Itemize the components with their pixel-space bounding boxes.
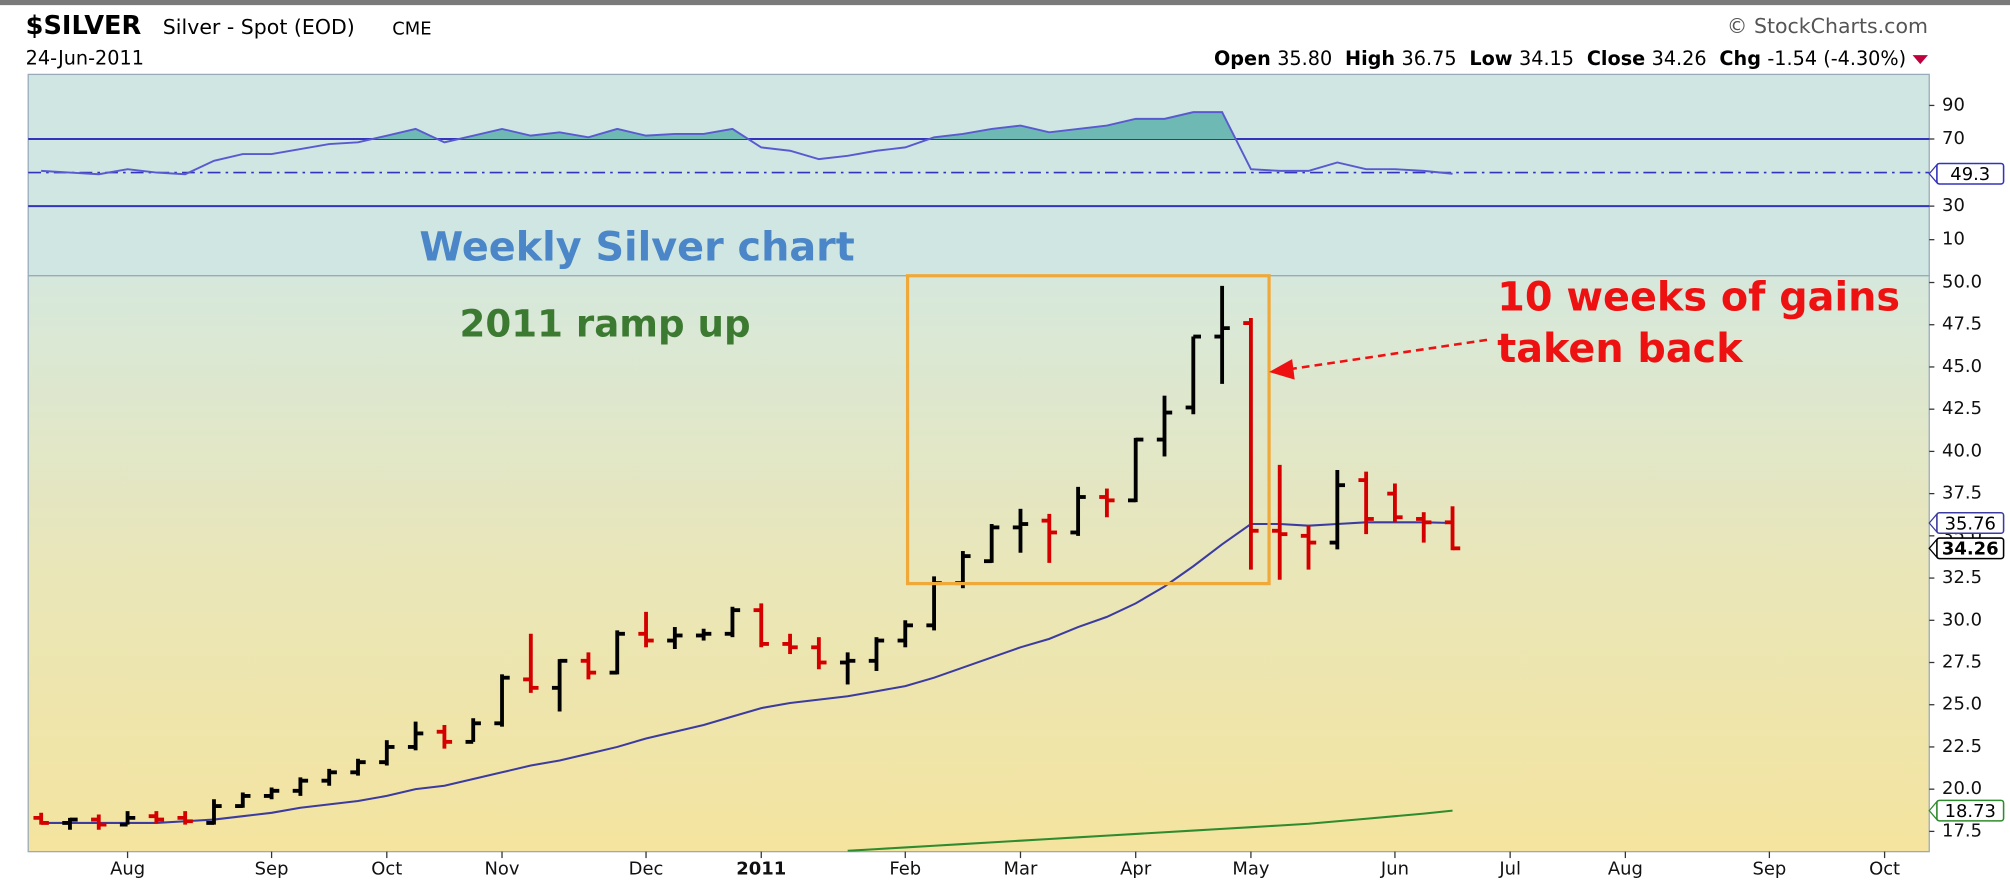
y-tick-label: 50.0 bbox=[1942, 272, 1982, 293]
x-tick-label: Sep bbox=[255, 859, 289, 880]
x-tick-label: Nov bbox=[485, 859, 520, 880]
x-tick-label: Jul bbox=[1498, 859, 1521, 880]
tag-label: 35.76 bbox=[1945, 513, 1996, 534]
axes-layer: 10 30 70 90 49.3 17.5 20.0 22.5 25.0 27.5 30.0 32.5… bbox=[110, 94, 2005, 880]
highlight-box bbox=[905, 274, 1271, 586]
annotation: Weekly Silver chart bbox=[419, 225, 854, 271]
y-tick-label: 27.5 bbox=[1942, 651, 1982, 672]
stat-label: Close bbox=[1587, 46, 1645, 69]
stat-label: Low bbox=[1469, 46, 1512, 69]
y-tick-label: 40.0 bbox=[1942, 440, 1982, 461]
x-tick-label: May bbox=[1232, 859, 1269, 880]
y-tick-label: 20.0 bbox=[1942, 778, 1982, 799]
source: © StockCharts.com bbox=[1727, 14, 1928, 38]
stat-value: 34.26 bbox=[1652, 46, 1707, 69]
exchange: CME bbox=[392, 18, 431, 39]
stat-value: -1.54 (-4.30%) bbox=[1767, 46, 1906, 69]
y-tick-label: 70 bbox=[1942, 128, 1965, 149]
stat-value: 34.15 bbox=[1519, 46, 1574, 69]
x-tick-label: Jun bbox=[1380, 859, 1409, 880]
annotation: 10 weeks of gains bbox=[1497, 275, 1900, 321]
y-tick-label: 47.5 bbox=[1942, 314, 1982, 335]
tag-pointer bbox=[1928, 163, 1938, 185]
tag-pointer bbox=[1928, 537, 1938, 560]
x-tick-label: Apr bbox=[1120, 859, 1152, 880]
arrow-head bbox=[1269, 359, 1295, 380]
stat-value: 36.75 bbox=[1402, 46, 1457, 69]
y-tick-label: 30 bbox=[1942, 195, 1965, 216]
indicator-panel bbox=[27, 73, 1930, 277]
x-tick-label: Aug bbox=[110, 859, 145, 880]
change-arrow bbox=[1912, 55, 1928, 65]
y-tick-label: 17.5 bbox=[1942, 820, 1982, 841]
tag-label: 18.73 bbox=[1945, 801, 1996, 822]
y-tick-label: 37.5 bbox=[1942, 483, 1982, 504]
tag-box bbox=[1936, 511, 2005, 535]
x-tick-label: 2011 bbox=[736, 859, 786, 880]
annotation-arrow bbox=[1288, 338, 1488, 371]
tag-pointer bbox=[1928, 512, 1938, 534]
y-tick-label: 42.5 bbox=[1942, 398, 1982, 419]
annotation: taken back bbox=[1497, 326, 1744, 372]
stat-value: 35.80 bbox=[1277, 46, 1332, 69]
x-tick-label: Sep bbox=[1752, 859, 1786, 880]
stats: Open 35.80 High 36.75 Low 34.15 Close 34.26 Chg -… bbox=[1214, 46, 1906, 69]
y-tick-label: 25.0 bbox=[1942, 694, 1982, 715]
x-tick-label: Dec bbox=[629, 859, 664, 880]
indicator-line bbox=[41, 111, 1453, 176]
tag-pointer bbox=[1928, 799, 1938, 822]
y-tick-label: 22.5 bbox=[1942, 736, 1982, 757]
y-tick-label: 10 bbox=[1942, 229, 1965, 250]
stat-label: Open bbox=[1214, 46, 1271, 69]
overbought-fill bbox=[372, 112, 1236, 139]
y-tick-label: 45.0 bbox=[1942, 356, 1982, 377]
x-tick-label: Mar bbox=[1004, 859, 1038, 880]
top-border bbox=[0, 0, 2010, 6]
indicator-layer bbox=[28, 111, 1930, 208]
stat-label: High bbox=[1345, 46, 1395, 69]
price-panel bbox=[27, 275, 1930, 853]
date: 24-Jun-2011 bbox=[26, 46, 144, 69]
annotation: 2011 ramp up bbox=[460, 301, 751, 345]
stat-label: Chg bbox=[1719, 46, 1761, 69]
tag-box bbox=[1936, 537, 2005, 560]
x-tick-label: Oct bbox=[1869, 859, 1900, 880]
instrument-name: Silver - Spot (EOD) bbox=[163, 15, 355, 39]
symbol: $SILVER bbox=[26, 11, 142, 41]
tag-label: 34.26 bbox=[1942, 539, 1999, 560]
tag-box bbox=[1936, 799, 2005, 822]
y-tick-label: 32.5 bbox=[1942, 567, 1982, 588]
tag-label: 49.3 bbox=[1950, 164, 1990, 185]
y-tick-label: 30.0 bbox=[1942, 609, 1982, 630]
y-tick-label: 90 bbox=[1942, 94, 1965, 115]
x-tick-label: Oct bbox=[371, 859, 402, 880]
moving-average bbox=[847, 809, 1453, 852]
price-layer bbox=[33, 285, 1461, 852]
moving-average bbox=[41, 521, 1453, 824]
x-tick-label: Aug bbox=[1608, 859, 1643, 880]
x-tick-label: Feb bbox=[889, 859, 921, 880]
tag-box bbox=[1936, 162, 2005, 185]
